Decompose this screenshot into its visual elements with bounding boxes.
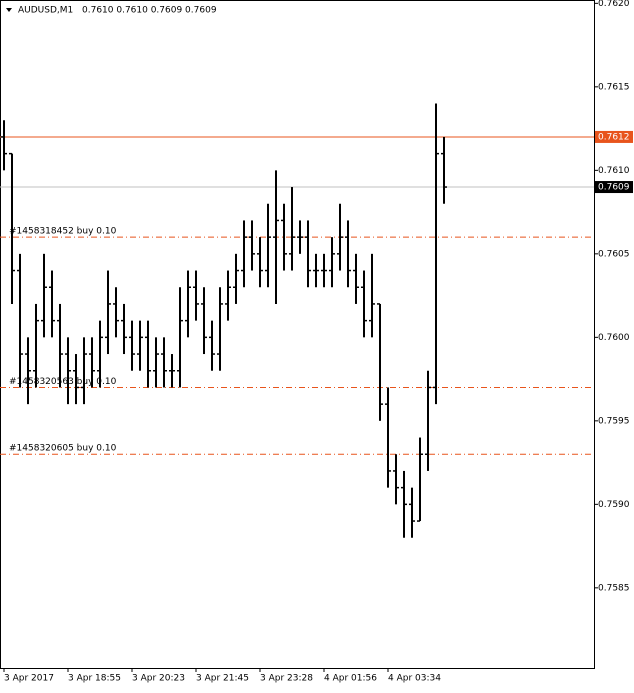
- menu-arrow: [6, 8, 12, 12]
- x-tick-label: 4 Apr 01:56: [324, 674, 377, 684]
- x-tick-label: 3 Apr 2017: [4, 674, 54, 684]
- x-tick-label: 3 Apr 20:23: [132, 674, 185, 684]
- y-tick-label: 0.7615: [598, 82, 630, 92]
- price-tag: [595, 181, 633, 194]
- y-tick-label: 0.7585: [598, 583, 630, 593]
- price-tag-label: 0.7609: [598, 183, 630, 193]
- order-label: #1458320563 buy 0.10: [9, 377, 117, 387]
- x-tick-label: 3 Apr 18:55: [68, 674, 121, 684]
- order-label: #1458318452 buy 0.10: [9, 227, 117, 237]
- header-prices: 0.7610 0.7610 0.7609 0.7609: [82, 6, 217, 16]
- y-tick-label: 0.7610: [598, 166, 630, 176]
- plot-frame: [0, 0, 595, 669]
- x-tick-label: 3 Apr 21:45: [196, 674, 249, 684]
- y-tick-label: 0.7595: [598, 416, 630, 426]
- x-tick-label: 4 Apr 03:34: [388, 674, 441, 684]
- price-tag-label: 0.7612: [598, 132, 630, 142]
- y-tick-label: 0.7620: [598, 0, 630, 9]
- x-tick-label: 3 Apr 23:28: [260, 674, 313, 684]
- y-tick-label: 0.7590: [598, 500, 630, 510]
- chart-title: AUDUSD,M1: [18, 6, 73, 16]
- y-tick-label: 0.7600: [598, 333, 630, 343]
- order-label: #1458320605 buy 0.10: [9, 444, 117, 454]
- price-tag: [595, 130, 633, 143]
- y-tick-label: 0.7605: [598, 249, 630, 259]
